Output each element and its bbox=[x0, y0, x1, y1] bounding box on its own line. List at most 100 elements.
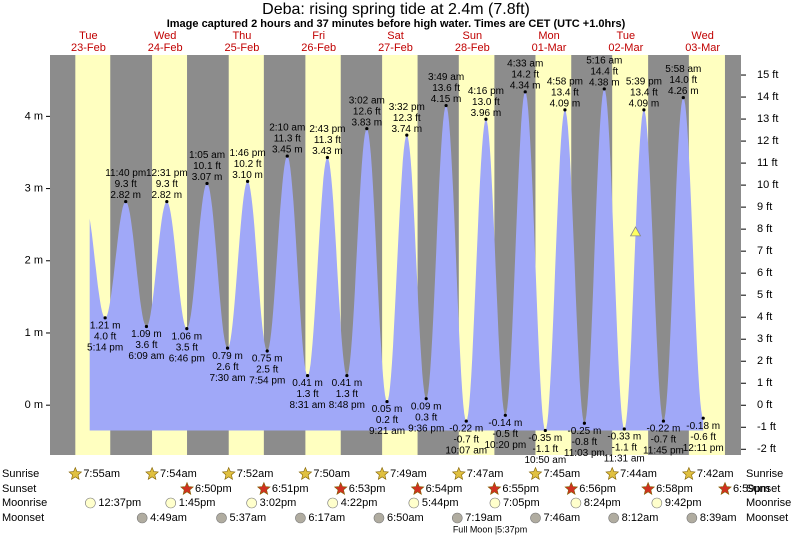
tide-label: -0.22 m bbox=[646, 424, 680, 435]
tide-label: 4:16 pm bbox=[468, 86, 504, 97]
moonrise-row-label-right: Moonrise bbox=[746, 497, 791, 509]
moonrise-icon bbox=[165, 497, 177, 509]
y2-tick-label: 5 ft bbox=[757, 289, 772, 301]
tide-label: 4:58 pm bbox=[547, 77, 583, 88]
tide-label: 4.38 m bbox=[589, 78, 620, 89]
tide-label: 1.06 m bbox=[172, 331, 203, 342]
sunrise-time: 7:50am bbox=[313, 468, 350, 480]
tide-extreme-dot bbox=[405, 133, 409, 137]
tide-label: 10:07 am bbox=[445, 446, 487, 457]
sunrise-time: 7:47am bbox=[467, 468, 504, 480]
tide-label: 3.83 m bbox=[352, 117, 383, 128]
sunrise-icon bbox=[68, 466, 83, 480]
moonset-time: 7:46am bbox=[544, 512, 581, 524]
tide-label: 5:39 pm bbox=[626, 77, 662, 88]
sunrise-icon bbox=[298, 466, 313, 480]
tide-label: 12:11 pm bbox=[683, 443, 724, 454]
sunrise-icon bbox=[681, 466, 696, 480]
tide-label: 4.15 m bbox=[431, 94, 462, 105]
y2-tick-label: 14 ft bbox=[757, 91, 778, 103]
sunset-time: 6:55pm bbox=[502, 483, 539, 495]
tide-label: 1:46 pm bbox=[230, 148, 266, 159]
tide-label: 11:40 pm bbox=[105, 168, 146, 179]
tide-label: 6:46 pm bbox=[169, 353, 205, 364]
tide-label: -1.1 ft bbox=[611, 443, 637, 454]
tide-label: 3:32 pm bbox=[389, 102, 425, 113]
day-date: 01-Mar bbox=[532, 42, 567, 54]
tide-extreme-dot bbox=[345, 373, 349, 378]
tide-label: 2.6 ft bbox=[216, 362, 238, 373]
sunrise-time: 7:52am bbox=[237, 468, 274, 480]
tide-label: 12.3 ft bbox=[393, 113, 421, 124]
day-weekday: Tue bbox=[79, 30, 98, 42]
tide-extreme-dot bbox=[681, 95, 685, 100]
tide-label: 1.3 ft bbox=[336, 389, 358, 400]
day-date: 28-Feb bbox=[455, 42, 490, 54]
chart-title: Deba: rising spring tide at 2.4m (7.8ft) bbox=[262, 1, 530, 18]
y2-tick-label: 8 ft bbox=[757, 223, 772, 235]
sunrise-time: 7:54am bbox=[160, 468, 197, 480]
sunset-icon bbox=[641, 481, 656, 495]
tide-label: 5:58 am bbox=[665, 64, 701, 75]
tide-label: 2.5 ft bbox=[256, 365, 278, 376]
y-tick-label: 0 m bbox=[25, 399, 43, 411]
tide-label: 4.0 ft bbox=[94, 331, 116, 342]
tide-label: 11:45 pm bbox=[643, 446, 684, 457]
day-date: 24-Feb bbox=[148, 42, 183, 54]
sunset-time: 6:58pm bbox=[656, 483, 693, 495]
tide-label: 13.6 ft bbox=[432, 83, 460, 94]
day-weekday: Wed bbox=[691, 30, 713, 42]
sunrise-time: 7:49am bbox=[390, 468, 427, 480]
tide-label: 3.43 m bbox=[312, 146, 343, 157]
day-weekday: Tue bbox=[617, 30, 636, 42]
tide-label: 0.41 m bbox=[332, 378, 363, 389]
tide-label: 0.41 m bbox=[292, 378, 323, 389]
tide-label: 14.2 ft bbox=[511, 69, 539, 80]
sunrise-icon bbox=[145, 466, 159, 480]
y2-tick-label: 7 ft bbox=[757, 245, 772, 257]
tide-extreme-dot bbox=[103, 316, 107, 320]
moonset-icon bbox=[136, 512, 148, 524]
moonrise-icon bbox=[246, 497, 257, 509]
day-date: 23-Feb bbox=[71, 42, 106, 54]
y2-tick-label: 2 ft bbox=[757, 355, 772, 367]
tide-label: 4.09 m bbox=[629, 99, 660, 110]
sunrise-time: 7:45am bbox=[543, 468, 580, 480]
sunset-time: 6:51pm bbox=[272, 483, 309, 495]
tide-extreme-dot bbox=[245, 179, 250, 183]
tide-label: 12:31 pm bbox=[146, 168, 188, 179]
tide-extreme-dot bbox=[165, 199, 169, 204]
sunset-icon bbox=[410, 481, 425, 495]
moonset-time: 8:12am bbox=[622, 512, 659, 524]
tide-label: 6:09 am bbox=[128, 351, 164, 362]
tide-label: 1.09 m bbox=[131, 329, 162, 340]
tide-label: 4.34 m bbox=[510, 80, 541, 91]
tide-label: 3.5 ft bbox=[176, 342, 198, 353]
tide-label: 0.05 m bbox=[372, 404, 403, 415]
y2-tick-label: 9 ft bbox=[757, 201, 772, 213]
tide-label: 4:33 am bbox=[507, 58, 543, 69]
moonrise-time: 3:02pm bbox=[260, 497, 297, 509]
tide-label: 3.96 m bbox=[471, 108, 502, 119]
moonrise-icon bbox=[651, 497, 663, 509]
y2-tick-label: 3 ft bbox=[757, 333, 772, 345]
day-date: 26-Feb bbox=[301, 42, 336, 54]
tide-extreme-dot bbox=[265, 349, 269, 353]
y2-tick-label: 6 ft bbox=[757, 267, 772, 279]
full-moon-label: Full Moon |5:37pm bbox=[453, 524, 527, 534]
sunrise-icon bbox=[451, 466, 466, 480]
moonrise-row-label: Moonrise bbox=[2, 497, 47, 509]
y2-tick-label: 15 ft bbox=[757, 69, 778, 81]
moonrise-time: 9:42pm bbox=[665, 497, 702, 509]
moonset-time: 6:17am bbox=[308, 512, 345, 524]
sunset-time: 6:54pm bbox=[426, 483, 463, 495]
moonrise-time: 5:44pm bbox=[422, 497, 459, 509]
moonset-time: 7:19am bbox=[465, 512, 502, 524]
tide-extreme-dot bbox=[444, 103, 448, 108]
tide-label: -1.1 ft bbox=[533, 444, 559, 455]
tide-label: 13.4 ft bbox=[630, 88, 658, 99]
moonrise-icon bbox=[570, 497, 582, 509]
tide-extreme-dot bbox=[464, 419, 468, 423]
y2-tick-label: 0 ft bbox=[757, 399, 772, 411]
